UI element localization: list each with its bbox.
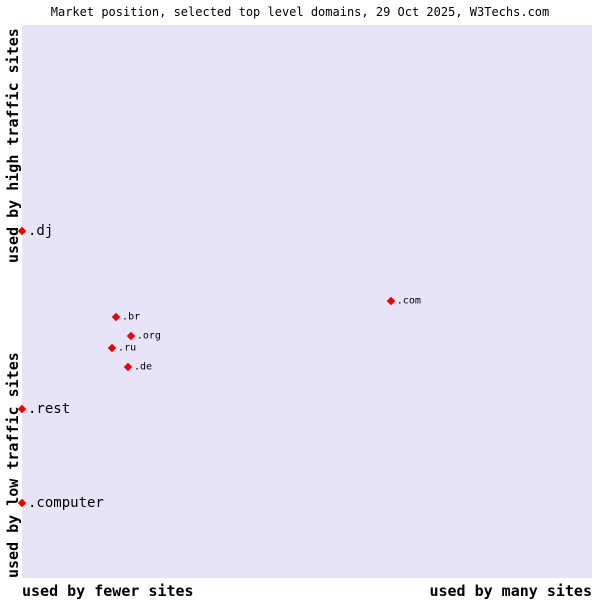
data-point-label-rest: .rest — [28, 400, 71, 417]
data-point-label-com: .com — [396, 295, 421, 307]
data-point-label-dj: .dj — [28, 223, 54, 240]
data-point-label-ru: .ru — [118, 342, 137, 354]
data-point-marker-br — [111, 312, 121, 322]
data-point-marker-de — [123, 362, 133, 371]
y-axis-label-low-traffic: used by low traffic sites — [4, 352, 22, 578]
data-point-label-de: .de — [134, 361, 153, 373]
y-axis-label-high-traffic: used by high traffic sites — [4, 28, 22, 263]
data-point-marker-org — [126, 331, 136, 341]
plot-area: .dj .com .br .org .ru .de .rest .computer — [17, 25, 592, 578]
data-point-label-br: .br — [122, 311, 141, 323]
data-point-label-org: .org — [136, 330, 161, 342]
chart-title: Market position, selected top level doma… — [50, 5, 550, 19]
data-point-marker-ru — [107, 343, 117, 353]
x-axis-label-fewer-sites: used by fewer sites — [22, 582, 194, 600]
x-axis-label-many-sites: used by many sites — [429, 582, 592, 600]
data-point-label-computer: .computer — [28, 494, 104, 511]
data-point-marker-com — [386, 296, 396, 306]
